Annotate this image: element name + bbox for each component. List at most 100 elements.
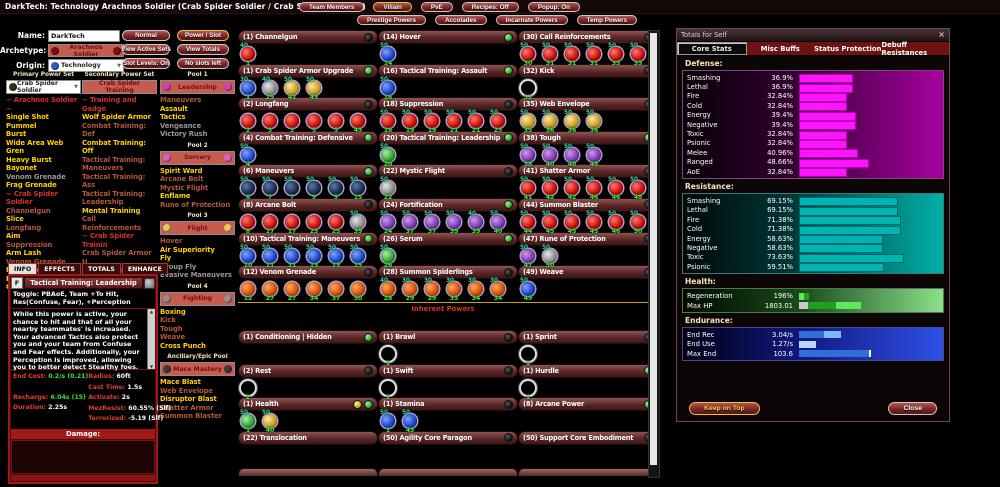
power-gem-icon[interactable] [144, 277, 155, 289]
power-list-item[interactable]: Venom Grenade [6, 172, 66, 181]
power-list-item[interactable]: Web Envelope [160, 386, 213, 395]
enhancement-slot[interactable]: 50 31 [541, 43, 563, 67]
enhancement-slot[interactable]: 50 1 [239, 410, 261, 434]
enhancement-slot[interactable]: 40 28 [379, 278, 401, 302]
enhancement-slot[interactable]: 50 35 [519, 110, 541, 134]
enhancement-slot[interactable]: 50 37 [423, 211, 445, 235]
power-list-item[interactable]: Mace Blast [160, 378, 201, 386]
enhancement-slot[interactable]: 50 23 [489, 110, 511, 134]
enhancement-slot[interactable]: 50 33 [607, 43, 629, 67]
enhancement-slot[interactable]: 50 9 [327, 177, 349, 201]
top-button-prestige-powers[interactable]: Prestige Powers [357, 15, 426, 25]
enhancement-slot[interactable]: 50 42 [563, 177, 585, 201]
enhancement-slot[interactable]: 5 [305, 112, 327, 134]
power-list-item[interactable]: Tough [160, 324, 183, 333]
power-list-item[interactable]: Slice [6, 215, 24, 223]
enhancement-slot[interactable]: 1 [379, 345, 401, 367]
enhancement-slot[interactable]: 50 50 [541, 245, 563, 269]
power-bar[interactable]: (22) Mystic Flight [378, 164, 518, 179]
power-list-item[interactable]: Summon Blaster [160, 412, 222, 420]
power-list-item[interactable]: Victory Rush [160, 130, 208, 138]
power-list-item[interactable]: Heavy Burst [6, 155, 52, 164]
enhancement-slot[interactable]: 27 [283, 280, 305, 302]
primary-set-dropdown[interactable]: Crab Spider Soldier ▼ [6, 80, 81, 94]
enhancement-slot[interactable]: 50 45 [585, 211, 607, 235]
enhancement-slot[interactable]: 50 13 [327, 245, 349, 269]
power-list-item[interactable]: Mental Training [82, 206, 141, 215]
power-list-item[interactable]: Tactical Training: Leadership [82, 189, 146, 207]
top-button-villain[interactable]: Villain [373, 2, 412, 12]
top-button-recipes-off[interactable]: Recipes: Off [461, 2, 519, 12]
power-list-item[interactable]: Single Shot [6, 113, 49, 121]
power-bar[interactable]: (1) Conditioning | Hidden [238, 330, 378, 344]
power-list-item[interactable]: Wolf Spider Armor [82, 113, 151, 121]
enhancement-slot[interactable]: 3 [283, 112, 305, 134]
enhancement-slot[interactable]: 50 22 [379, 177, 401, 201]
favorite-button[interactable]: F [11, 277, 23, 289]
power-list-item[interactable]: Burst [6, 130, 27, 138]
power-list-item[interactable]: Bayonet [6, 164, 37, 172]
power-list-item[interactable]: Spirit Ward [160, 166, 203, 175]
power-list-item[interactable]: Arm Lash [6, 249, 42, 257]
enhancement-slot[interactable]: 50 7 [261, 177, 283, 201]
enhancement-slot[interactable]: 5 [327, 112, 349, 134]
enhancement-slot[interactable]: 50 43 [401, 410, 423, 434]
power-list-item[interactable]: Venom Grenade [6, 257, 66, 266]
power-bar[interactable]: (1) Brawl [378, 330, 518, 344]
pool-dropdown[interactable]: Leadership [160, 80, 235, 94]
power-list-item[interactable]: Wide Area Web Gren [6, 138, 64, 156]
power-bar[interactable]: (26) Serum [378, 231, 518, 246]
enhancement-slot[interactable]: 50 9 [305, 177, 327, 201]
power-list-item[interactable]: Kick [160, 316, 176, 324]
power-list-item[interactable]: Frag Grenade [6, 181, 57, 189]
enhancement-slot[interactable]: 50 7 [283, 177, 305, 201]
power-list-item[interactable]: Arcane Bolt [160, 175, 204, 183]
power-list-item[interactable]: Crab Spider Armor U [82, 249, 152, 266]
enhancement-slot[interactable]: 30 33 [445, 278, 467, 302]
enhancement-slot[interactable]: 50 11 [261, 245, 283, 269]
enhancement-slot[interactable]: 50 40 [261, 410, 283, 434]
enhancement-slot[interactable]: 50 4 [239, 144, 261, 168]
power-list-item[interactable]: Pummel [6, 121, 37, 130]
power-bar[interactable]: (38) Tough [518, 130, 658, 145]
scroll-up-icon[interactable]: ▲ [149, 309, 154, 314]
power-bar-cutoff[interactable] [238, 468, 378, 477]
enhancement-slot[interactable]: 50 10 [239, 245, 261, 269]
power-list-item[interactable]: Suppression [6, 240, 53, 249]
keep-on-top-button[interactable]: Keep on Top [689, 402, 760, 415]
top-button-accolades[interactable]: Accolades [435, 15, 487, 25]
action-button-power-slot[interactable]: Power / Slot [177, 30, 229, 41]
enhancement-slot[interactable]: 50 40 [541, 144, 563, 168]
power-bar[interactable]: (20) Tactical Training: Leadership [378, 130, 518, 145]
totals-tab-debuff-resistances[interactable]: Debuff Resistances [881, 40, 928, 57]
power-bar[interactable]: (8) Arcane Power [518, 397, 658, 412]
power-list-item[interactable]: Disruptor Blast [160, 395, 217, 403]
power-list-item[interactable]: Maneuvers [160, 96, 202, 104]
enhancement-slot[interactable]: 50 37 [401, 211, 423, 235]
action-button-no-slots-left[interactable]: No slots left [177, 58, 229, 69]
enhancement-slot[interactable]: 50 16 [379, 77, 401, 101]
origin-dropdown[interactable]: Technology ▼ [48, 59, 124, 72]
power-bar[interactable]: (22) Translocation [238, 430, 378, 445]
top-button-temp-powers[interactable]: Temp Powers [576, 15, 638, 25]
enhancement-slot[interactable]: 50 19 [423, 110, 445, 134]
power-list-item[interactable]: Evasive Maneuvers [160, 271, 232, 279]
enhancement-slot[interactable]: 32 [519, 79, 541, 101]
info-tab-totals[interactable]: TOTALS [81, 263, 121, 274]
main-scrollbar[interactable] [648, 30, 660, 478]
enhancement-slot[interactable]: 50 26 [379, 245, 401, 269]
power-bar[interactable]: (14) Hover [378, 30, 518, 44]
enhancement-slot[interactable]: 12 [239, 280, 261, 302]
enhancement-slot[interactable]: 50 48 [629, 177, 651, 201]
power-bar[interactable]: (8) Arcane Bolt [238, 197, 378, 212]
enhancement-slot[interactable]: 50 44 [519, 211, 541, 235]
enhancement-slot[interactable]: 50 45 [541, 211, 563, 235]
enhancement-slot[interactable]: 50 19 [401, 110, 423, 134]
power-bar[interactable]: (1) Hurdle [518, 363, 658, 378]
enhancement-slot[interactable]: 50 43 [305, 77, 327, 101]
power-list-item[interactable]: Aim [6, 232, 21, 240]
power-bar[interactable]: (16) Tactical Training: Assault [378, 63, 518, 78]
enhancement-slot[interactable]: 50 46 [607, 177, 629, 201]
enhancement-slot[interactable]: 50 47 [519, 245, 541, 269]
enhancement-slot[interactable]: 25 [327, 213, 349, 235]
